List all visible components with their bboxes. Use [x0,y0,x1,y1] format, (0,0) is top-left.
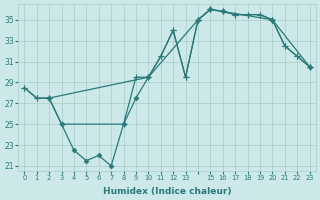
X-axis label: Humidex (Indice chaleur): Humidex (Indice chaleur) [103,187,231,196]
